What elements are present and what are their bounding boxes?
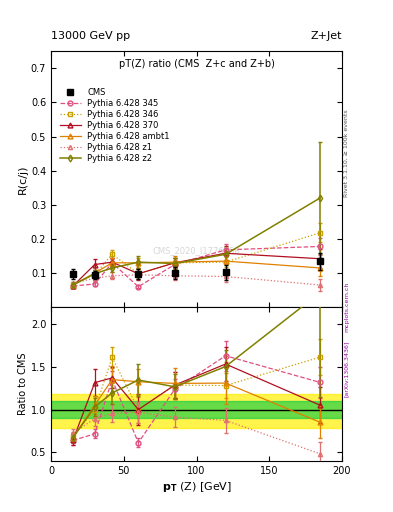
Text: pT(Z) ratio (CMS  Z+c and Z+b): pT(Z) ratio (CMS Z+c and Z+b) (119, 59, 274, 69)
Text: Z+Jet: Z+Jet (310, 31, 342, 41)
Text: 13000 GeV pp: 13000 GeV pp (51, 31, 130, 41)
Legend: CMS, Pythia 6.428 345, Pythia 6.428 346, Pythia 6.428 370, Pythia 6.428 ambt1, P: CMS, Pythia 6.428 345, Pythia 6.428 346,… (58, 86, 171, 165)
Text: CMS_2020_I1776758: CMS_2020_I1776758 (152, 246, 241, 255)
Bar (51, 401, 342, 418)
Y-axis label: Ratio to CMS: Ratio to CMS (18, 353, 28, 415)
X-axis label: $\mathbf{p_T}$ (Z) [GeV]: $\mathbf{p_T}$ (Z) [GeV] (162, 480, 231, 494)
Y-axis label: R(c/j): R(c/j) (18, 164, 28, 194)
Text: mcplots.cern.ch: mcplots.cern.ch (344, 282, 349, 332)
Text: Rivet 3.1.10, ≥ 100k events: Rivet 3.1.10, ≥ 100k events (344, 110, 349, 198)
Bar (51, 394, 342, 429)
Text: [arXiv:1306.3436]: [arXiv:1306.3436] (344, 340, 349, 397)
